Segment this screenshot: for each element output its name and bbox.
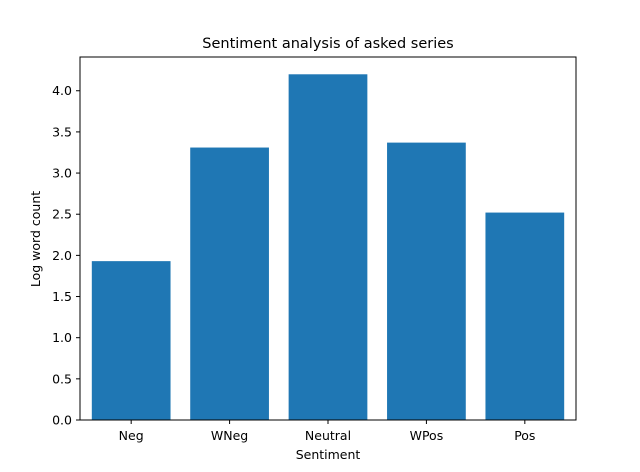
bar-wpos: [387, 142, 466, 421]
y-tick-label: 0.0: [52, 413, 72, 428]
y-tick-label: 0.5: [52, 371, 72, 386]
y-tick-label: 4.0: [52, 83, 72, 98]
chart-title: Sentiment analysis of asked series: [202, 36, 453, 52]
bar-neutral: [288, 74, 368, 420]
x-tick-label: Neutral: [305, 428, 351, 443]
x-tick-label: Pos: [514, 428, 535, 443]
x-tick-label: Neg: [119, 428, 144, 443]
x-tick-label: WPos: [410, 428, 444, 443]
bar-pos: [485, 212, 565, 420]
y-tick-label: 2.0: [52, 248, 72, 263]
bar-wneg: [190, 147, 269, 421]
y-tick-label: 2.5: [52, 207, 72, 222]
y-tick-label: 1.0: [52, 330, 72, 345]
y-tick-label: 3.5: [52, 124, 72, 139]
x-axis-ticks: Neg WNeg Neutral WPos Pos: [119, 420, 535, 443]
x-axis-label: Sentiment: [296, 447, 361, 462]
x-tick-label: WNeg: [211, 428, 248, 443]
bars-group: [91, 74, 565, 421]
y-tick-label: 1.5: [52, 289, 72, 304]
y-axis-ticks: 0.0 0.5 1.0 1.5 2.0 2.5 3.0 3.5 4.0: [52, 83, 80, 428]
bar-neg: [91, 261, 171, 420]
y-axis-label: Log word count: [28, 191, 43, 287]
plot-frame: [79, 56, 577, 421]
y-tick-label: 3.0: [52, 166, 72, 181]
